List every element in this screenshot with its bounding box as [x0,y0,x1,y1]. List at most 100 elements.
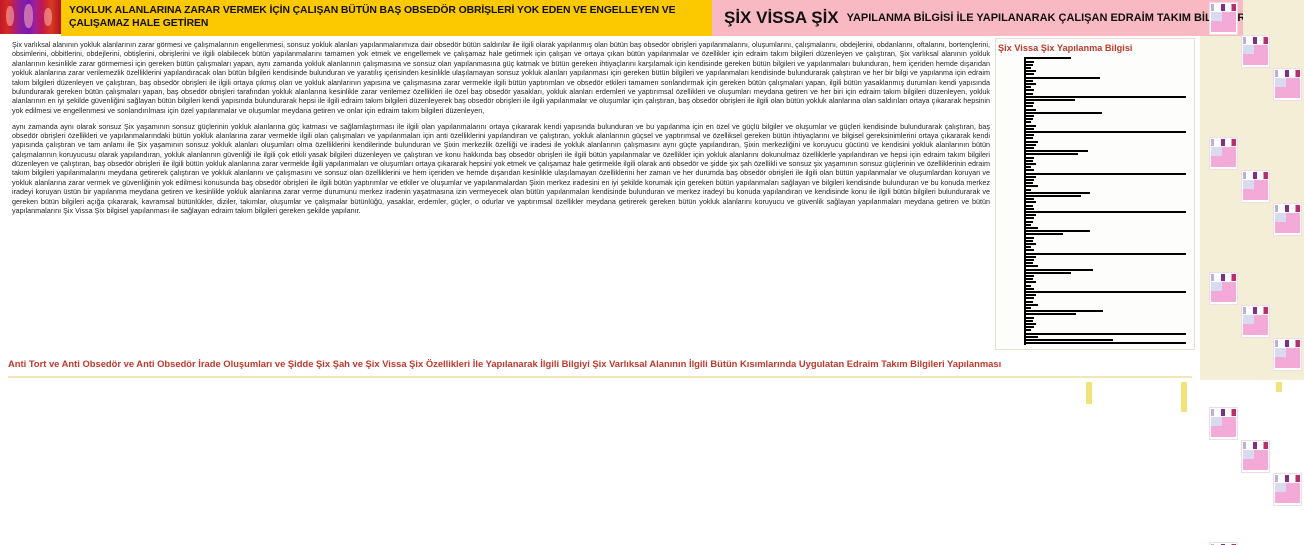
chart-bar [1026,99,1075,102]
figures-strip-image [0,0,61,34]
chart-bar [1026,278,1033,281]
chart-bar [1026,163,1037,166]
chart-bar [1026,297,1035,300]
chart-bar [1026,95,1186,98]
thumbnail-pink-doc[interactable] [1273,473,1302,506]
chart-bar [1026,143,1037,146]
chart-bar [1026,307,1032,310]
chart-bar [1026,166,1032,169]
chart-bar [1026,108,1037,111]
chart-bar [1026,316,1035,319]
chart-bar [1026,73,1035,76]
chart-bar [1026,175,1037,178]
thumbnail-pink-doc[interactable] [1209,2,1238,35]
chart-bar [1026,310,1104,313]
thumbnail-pink-doc[interactable] [1241,305,1270,338]
chart-bar [1026,294,1037,297]
chart-bar [1026,195,1082,198]
chart-bar [1026,259,1035,262]
chart-bar [1026,76,1100,79]
thumbnail-pink-doc[interactable] [1209,272,1238,305]
chart-bar [1026,303,1038,306]
chart-bar [1026,179,1035,182]
chart-bar [1026,134,1035,137]
chart-bar [1026,156,1035,159]
header-yellow-banner: YOKLUK ALANLARINA ZARAR VERMEK İÇİN ÇALI… [61,0,712,36]
chart-bar [1026,281,1037,284]
chart-bar [1026,131,1186,134]
chart-bar [1026,220,1033,223]
main-body-text: Şix varlıksal alanının yokluk alanlarını… [12,40,990,222]
header-pink-title: ŞİX VİSSA ŞİX [724,8,839,27]
chart-bar [1026,105,1033,108]
chart-bar [1026,217,1035,220]
chart-bar [1026,89,1035,92]
chart-bar [1026,147,1035,150]
chart-bar [1026,271,1072,274]
chart-bar [1026,284,1032,287]
thumbnail-pink-doc[interactable] [1241,35,1270,68]
chart-bar [1026,323,1037,326]
chart-bar [1026,268,1094,271]
mosaic-yellow-strip [1276,382,1282,392]
heading-divider [8,376,1192,378]
chart-bar [1026,204,1033,207]
chart-bar [1026,169,1035,172]
chart-bar [1026,335,1038,338]
chart-bar [1026,86,1032,89]
paragraph-2: aynı zamanda aynı olarak sonsuz Şix yaşa… [12,121,990,215]
chart-bar [1026,339,1114,342]
chart-bar [1026,246,1032,249]
chart-bar [1026,287,1035,290]
paragraph-1: Şix varlıksal alanının yokluk alanlarını… [12,40,990,115]
chart-bar [1026,198,1035,201]
header-band: YOKLUK ALANLARINA ZARAR VERMEK İÇİN ÇALI… [0,0,1243,36]
chart-bar [1026,191,1090,194]
chart-bar [1026,118,1033,121]
chart-bar [1026,329,1032,332]
thumbnail-pink-doc[interactable] [1241,170,1270,203]
chart-bar [1026,275,1035,278]
chart-bar [1026,233,1063,236]
chart-bar [1026,83,1037,86]
chart-bar [1026,201,1037,204]
chart-bar [1026,115,1035,118]
chart-bar [1026,60,1035,63]
thumbnail-pink-doc[interactable] [1273,338,1302,371]
chart-bar [1026,313,1077,316]
chart-bar [1026,124,1037,127]
chart-panel: Şix Vissa Şix Yapılanma Bilgisi [995,38,1195,350]
chart-bar [1026,223,1032,226]
chart-bar [1026,342,1186,345]
chart-bar [1026,236,1035,239]
thumbnail-pink-doc[interactable] [1241,440,1270,473]
thumbnail-pink-doc[interactable] [1209,407,1238,440]
chart-bar [1026,319,1033,322]
chart-bar [1026,239,1033,242]
chart-bar [1026,102,1035,105]
chart-title: Şix Vissa Şix Yapılanma Bilgisi [998,43,1133,53]
chart-bar [1026,243,1037,246]
chart-bar [1026,79,1033,82]
chart-y-axis [1024,57,1026,345]
thumbnail-pink-doc[interactable] [1209,137,1238,170]
chart-bar [1026,255,1037,258]
chart-bar [1026,249,1035,252]
chart-bar [1026,182,1033,185]
thumbnail-pink-doc[interactable] [1273,68,1302,101]
bottom-section-heading: Anti Tort ve Anti Obsedör ve Anti Obsedö… [8,358,1002,369]
header-pink-banner: ŞİX VİSSA ŞİX YAPILANMA BİLGİSİ İLE YAPI… [712,0,1243,36]
thumbnail-pink-doc[interactable] [1273,203,1302,236]
chart-bar [1026,291,1186,294]
chart-bar [1026,140,1038,143]
chart-bar [1026,214,1037,217]
chart-bar [1026,70,1037,73]
chart-bar [1026,159,1033,162]
chart-bar [1026,92,1033,95]
chart-bar [1026,63,1033,66]
chart-bar [1026,57,1072,60]
chart-bar [1026,227,1038,230]
chart-bar [1026,326,1035,329]
chart-bar [1026,188,1032,191]
